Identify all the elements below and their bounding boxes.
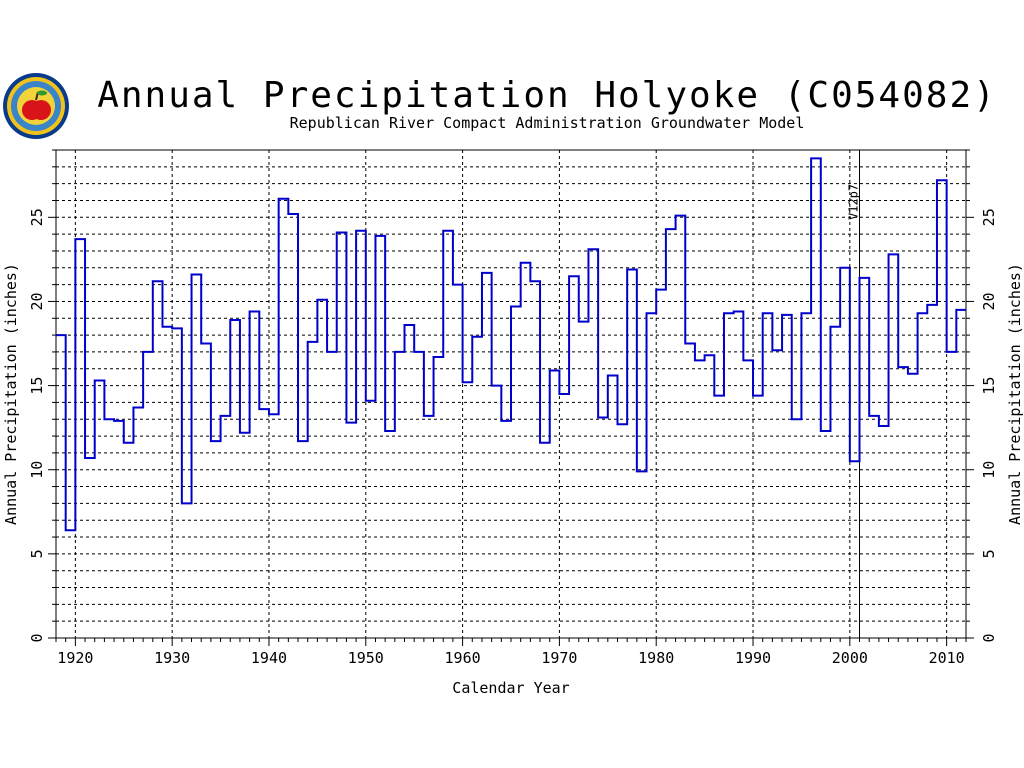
y-tick-label-left: 25 [28, 208, 46, 226]
y-axis-label-left: Annual Precipitation (inches) [2, 263, 20, 525]
y-tick-label-left: 0 [28, 633, 46, 642]
x-tick-label: 1920 [57, 649, 93, 667]
y-tick-label-right: 0 [980, 633, 998, 642]
x-tick-label: 1970 [541, 649, 577, 667]
y-tick-label-right: 15 [980, 377, 998, 395]
chart-title: Annual Precipitation Holyoke (C054082) [97, 75, 997, 116]
x-tick-label: 1980 [638, 649, 674, 667]
rrca-logo [3, 73, 69, 139]
x-tick-label: 1950 [348, 649, 384, 667]
x-tick-labels: 1920 1930 1940 1950 1960 1970 1980 1990 2000 2010 [57, 649, 964, 667]
y-tick-label-left: 5 [28, 549, 46, 558]
x-tick-label: 1940 [251, 649, 287, 667]
y-tick-label-left: 10 [28, 461, 46, 479]
y-tick-label-left: 15 [28, 377, 46, 395]
y-tick-label-left: 20 [28, 292, 46, 310]
chart-subtitle: Republican River Compact Administration … [290, 114, 805, 132]
x-tick-label: 1990 [735, 649, 771, 667]
x-tick-label: 2010 [929, 649, 965, 667]
grid-lines [56, 150, 966, 638]
y-tick-label-right: 20 [980, 292, 998, 310]
x-tick-label: 1960 [445, 649, 481, 667]
plot-frame [55, 149, 967, 639]
x-axis-label: Calendar Year [452, 679, 569, 697]
y-tick-labels-right: 0 5 10 15 20 25 [980, 208, 998, 642]
axis-ticks [48, 149, 974, 646]
y-tick-labels-left: 0 5 10 15 20 25 [28, 208, 46, 642]
y-tick-label-right: 5 [980, 549, 998, 558]
y-axis-label-right: Annual Precipitation (inches) [1006, 263, 1024, 525]
x-tick-label: 2000 [832, 649, 868, 667]
y-tick-label-right: 25 [980, 208, 998, 226]
x-tick-label: 1930 [154, 649, 190, 667]
y-tick-label-right: 10 [980, 461, 998, 479]
precipitation-series [56, 157, 966, 532]
v12p7-label: V12p7 [847, 184, 861, 220]
